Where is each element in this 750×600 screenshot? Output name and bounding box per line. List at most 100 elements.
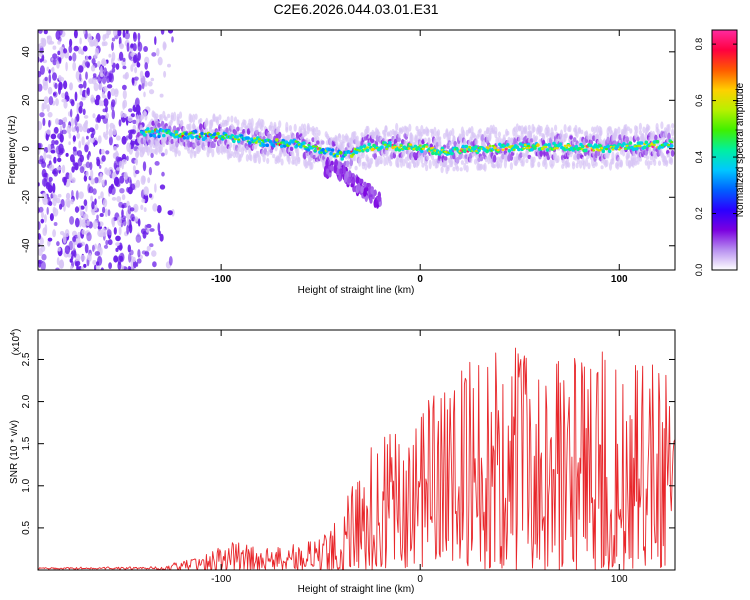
ridge-dot xyxy=(157,134,161,139)
noise-dot xyxy=(130,64,134,72)
noise-dot xyxy=(144,62,148,70)
halo-dot xyxy=(622,149,626,157)
noise-dot xyxy=(120,215,127,220)
noise-dot xyxy=(135,104,141,114)
ridge-dot xyxy=(631,147,636,152)
halo-dot xyxy=(159,113,163,123)
branch-dot xyxy=(360,186,364,194)
halo-dot xyxy=(564,132,568,139)
band-dot xyxy=(277,131,282,139)
noise-dot xyxy=(38,52,43,57)
halo-dot xyxy=(211,148,215,158)
noise-dot xyxy=(38,121,43,131)
noise-dot xyxy=(69,82,72,91)
noise-dot xyxy=(159,233,164,242)
halo-dot xyxy=(585,157,589,167)
noise-dot xyxy=(52,229,56,238)
halo-dot xyxy=(312,127,316,137)
noise-dot xyxy=(60,231,65,235)
noise-dot xyxy=(118,201,124,208)
noise-dot xyxy=(118,51,124,61)
noise-dot xyxy=(67,253,72,258)
noise-dot xyxy=(115,63,120,70)
noise-dot xyxy=(86,128,91,134)
halo-dot xyxy=(188,123,192,131)
halo-dot xyxy=(595,133,600,140)
colorbar-label: Normalized spectral amplitude xyxy=(735,82,746,217)
halo-dot xyxy=(563,124,567,133)
halo-dot xyxy=(288,125,292,132)
halo-dot xyxy=(310,161,314,170)
noise-dot xyxy=(78,140,82,149)
halo-dot xyxy=(468,128,472,134)
noise-dot xyxy=(116,167,121,171)
noise-dot xyxy=(90,178,95,185)
halo-dot xyxy=(446,166,450,172)
ridge-dot xyxy=(184,132,188,136)
spectrogram-marks xyxy=(38,30,675,270)
halo-dot xyxy=(532,156,536,163)
noise-dot xyxy=(50,193,53,199)
halo-dot xyxy=(432,158,436,167)
noise-dot xyxy=(88,78,94,84)
noise-dot xyxy=(113,176,120,187)
noise-dot xyxy=(108,262,112,270)
ridge-peak-dot xyxy=(512,148,516,151)
noise-dot xyxy=(135,262,139,267)
noise-dot xyxy=(121,265,125,270)
halo-dot xyxy=(238,142,242,153)
halo-dot xyxy=(164,148,168,156)
halo-dot xyxy=(528,132,533,139)
halo-dot xyxy=(220,139,224,147)
halo-dot xyxy=(262,153,266,163)
ridge-peak-dot xyxy=(189,131,193,134)
branch-dot xyxy=(366,182,370,188)
noise-dot xyxy=(97,135,102,144)
ridge-peak-dot xyxy=(523,143,527,147)
ridge-peak-dot xyxy=(555,147,559,150)
halo-dot xyxy=(315,126,319,133)
noise-dot xyxy=(111,171,116,180)
noise-dot xyxy=(46,129,51,135)
halo-dot xyxy=(423,137,427,143)
halo-dot xyxy=(239,126,243,132)
noise-dot xyxy=(140,204,144,210)
noise-dot xyxy=(91,201,95,210)
ridge-peak-dot xyxy=(605,147,608,151)
noise-dot xyxy=(57,152,61,158)
y-tick-label: 0 xyxy=(21,146,32,152)
noise-dot xyxy=(46,206,49,215)
halo-dot xyxy=(199,118,203,123)
noise-dot xyxy=(41,253,47,261)
noise-dot xyxy=(144,70,150,78)
noise-dot xyxy=(99,148,102,155)
halo-dot xyxy=(587,162,591,170)
noise-dot xyxy=(101,41,106,47)
halo-dot xyxy=(389,160,393,167)
noise-dot xyxy=(98,83,103,91)
ridge-dot xyxy=(477,148,481,153)
noise-dot xyxy=(48,201,53,206)
noise-dot xyxy=(104,208,109,217)
halo-dot xyxy=(216,116,220,126)
halo-dot xyxy=(554,124,558,132)
noise-dot xyxy=(101,155,106,162)
halo-dot xyxy=(221,119,226,126)
noise-dot xyxy=(127,265,132,270)
halo-dot xyxy=(647,160,651,170)
noise-dot xyxy=(111,217,115,225)
branch-dot xyxy=(326,168,330,173)
halo-dot xyxy=(527,124,531,131)
branch-dot xyxy=(360,178,364,184)
ridge-dot xyxy=(257,139,262,144)
noise-dot xyxy=(140,175,146,186)
noise-dot xyxy=(106,229,112,238)
band-dot xyxy=(519,152,523,158)
noise-dot xyxy=(38,30,43,34)
halo-dot xyxy=(273,121,277,130)
noise-dot xyxy=(146,245,151,252)
halo-dot xyxy=(479,163,484,170)
noise-dot xyxy=(132,54,137,64)
noise-dot xyxy=(44,224,48,234)
noise-dot xyxy=(75,253,81,263)
